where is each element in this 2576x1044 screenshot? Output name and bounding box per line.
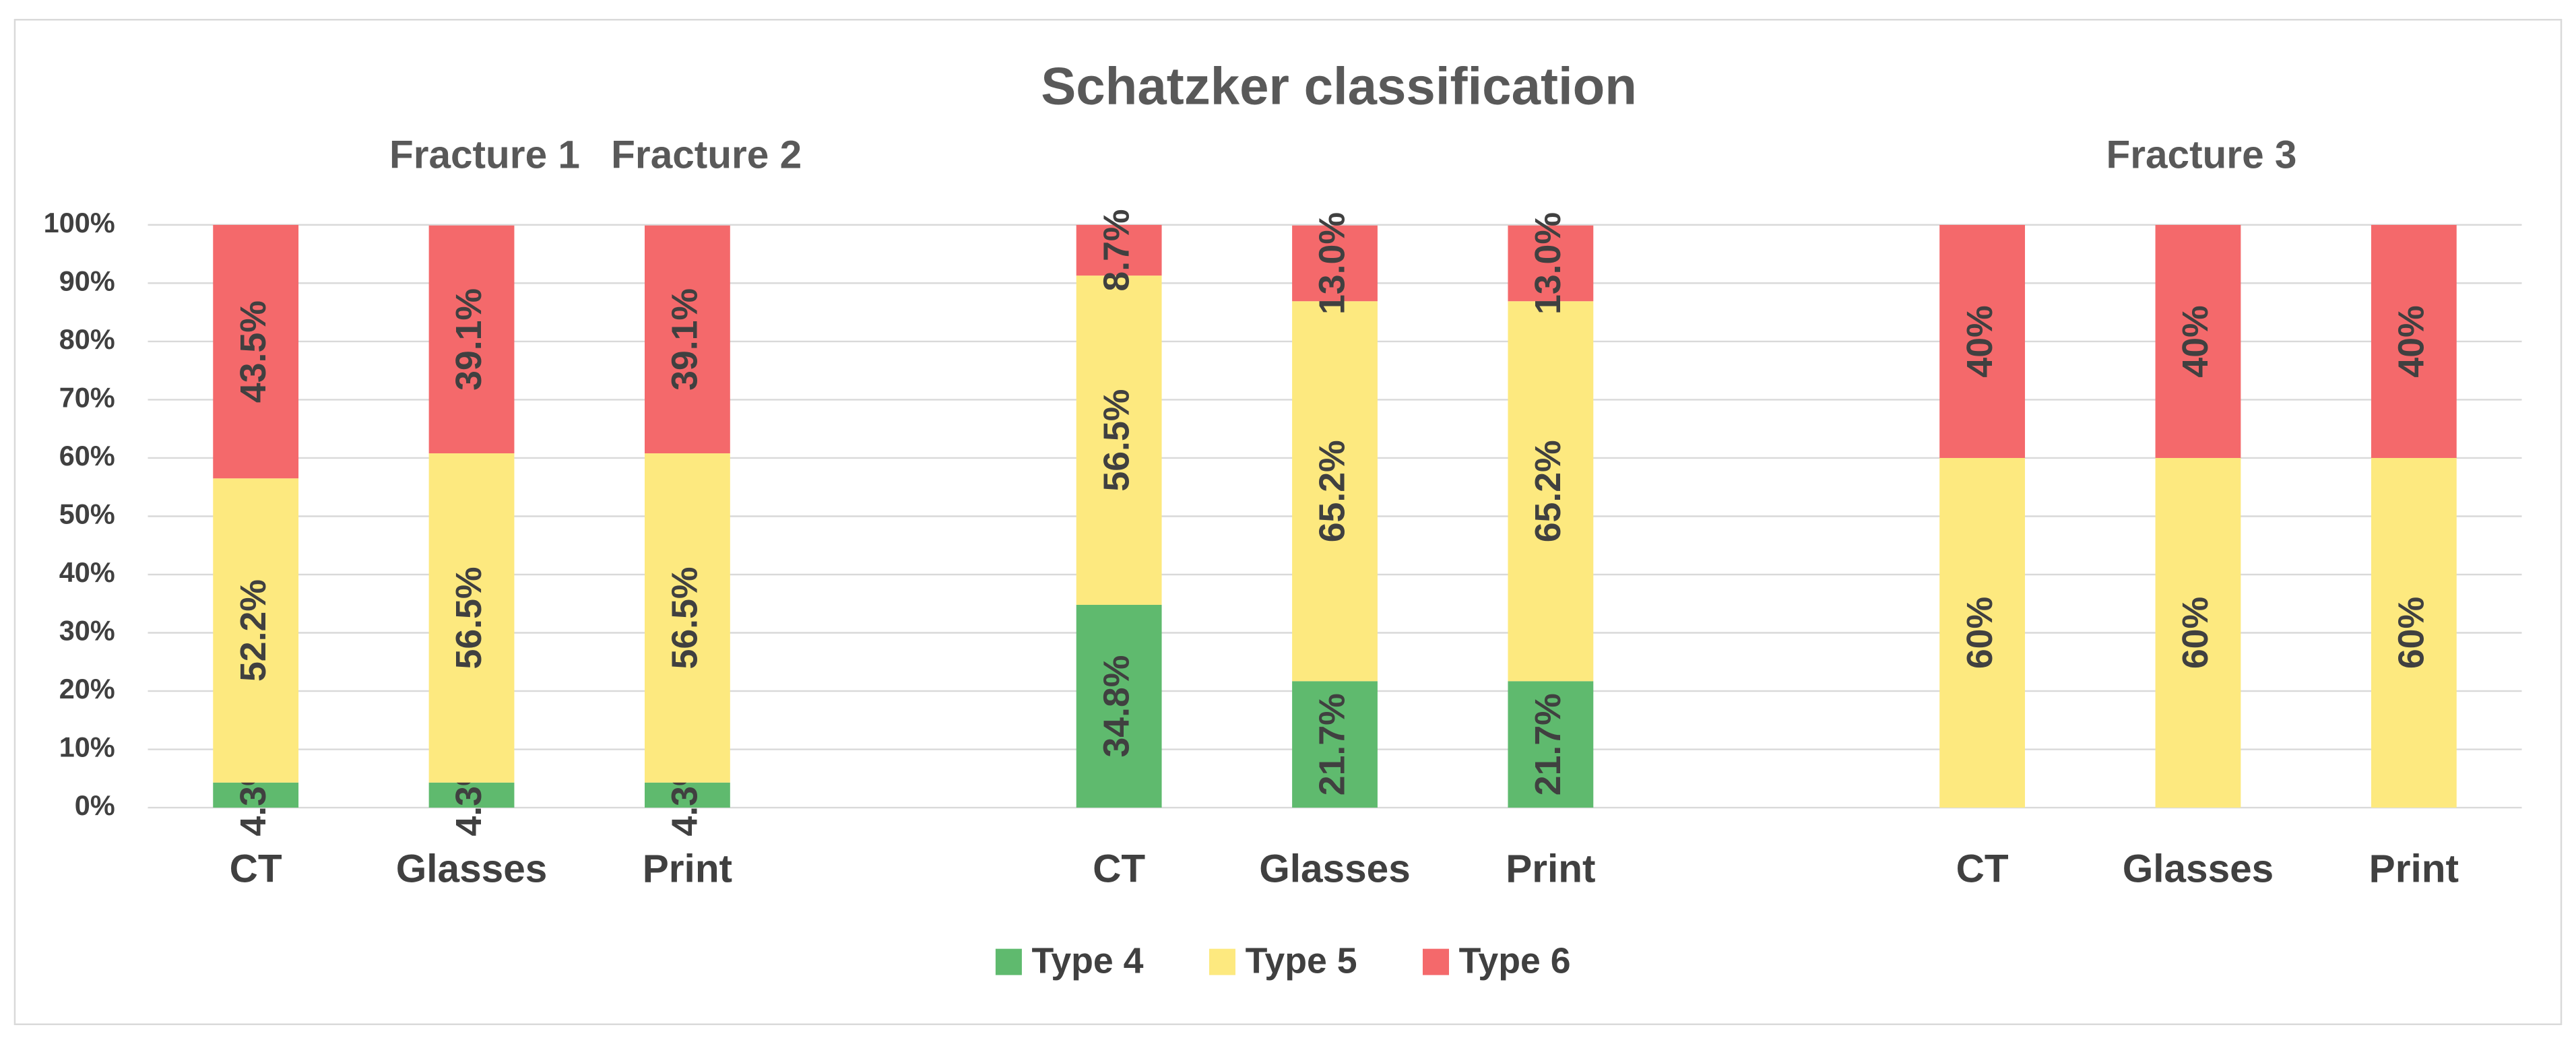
bar-segment [213, 478, 299, 783]
y-tick-label: 30% [59, 614, 115, 646]
data-label: 40% [2175, 305, 2216, 377]
bar-segment [1292, 225, 1378, 302]
data-label: 13.0% [1528, 212, 1568, 315]
data-label: 56.5% [1096, 389, 1136, 492]
data-label: 60% [2391, 597, 2431, 669]
bar-segment [1076, 604, 1162, 808]
data-label: 56.5% [449, 566, 489, 669]
bar-segment [1508, 301, 1594, 682]
bar-segment [1076, 224, 1162, 276]
x-tick-label: CT [1093, 847, 1145, 891]
bar-segment [428, 782, 515, 808]
y-tick-label: 80% [59, 323, 115, 355]
y-tick-label: 90% [59, 265, 115, 296]
data-label: 34.8% [1096, 655, 1136, 758]
bar-segment [428, 453, 515, 783]
x-tick-label: Print [643, 847, 732, 891]
bar-segment [644, 782, 730, 808]
x-tick-label: Glasses [2123, 847, 2274, 891]
bar-segment [2155, 457, 2241, 808]
y-tick-label: 10% [59, 731, 115, 763]
bar-segment [2371, 224, 2457, 458]
data-label: 21.7% [1312, 693, 1353, 795]
bar-segment [1508, 681, 1594, 808]
bar-segment [644, 225, 730, 454]
legend-swatch [995, 948, 1022, 975]
legend-label: Type 4 [1032, 941, 1144, 981]
y-tick-label: 0% [75, 789, 115, 821]
data-label: 60% [2175, 597, 2216, 669]
chart-title: Schatzker classification [1041, 57, 1637, 116]
x-tick-label: CT [1956, 847, 2009, 891]
x-tick-label: Glasses [396, 847, 548, 891]
bar-segment [1508, 225, 1594, 302]
data-label: 40% [2391, 305, 2431, 377]
legend-label: Type 5 [1246, 941, 1357, 981]
group-label: Fracture 2 [611, 133, 802, 176]
x-tick-label: Print [1506, 847, 1595, 891]
bar-segment [1939, 224, 2026, 458]
bar-segment [1076, 275, 1162, 605]
data-label: 52.2% [233, 579, 273, 682]
x-tick-label: Print [2369, 847, 2459, 891]
bar-segment [2371, 457, 2457, 808]
legend-label: Type 6 [1459, 941, 1571, 981]
bar-segment [1939, 457, 2026, 808]
data-label: 8.7% [1096, 209, 1136, 291]
data-label: 43.5% [233, 300, 273, 403]
bar-segment [644, 453, 730, 783]
data-label: 39.1% [665, 288, 705, 391]
y-tick-label: 50% [59, 498, 115, 529]
bar-segment [428, 225, 515, 454]
bar-segment [1292, 681, 1378, 808]
data-label: 60% [1960, 597, 2000, 669]
y-tick-label: 60% [59, 440, 115, 471]
data-label: 21.7% [1528, 693, 1568, 795]
legend-swatch [1422, 948, 1449, 975]
y-tick-label: 20% [59, 673, 115, 705]
data-label: 13.0% [1312, 212, 1353, 315]
y-tick-label: 40% [59, 556, 115, 588]
bar-segment [213, 782, 299, 808]
group-label: Fracture 1 [389, 133, 580, 176]
data-label: 56.5% [665, 566, 705, 669]
x-tick-label: CT [230, 847, 282, 891]
group-label: Fracture 3 [2106, 133, 2296, 176]
bar-segment [2155, 224, 2241, 458]
bar-segment [213, 224, 299, 479]
bar-segment [1292, 301, 1378, 682]
data-label: 65.2% [1528, 440, 1568, 542]
y-tick-label: 70% [59, 381, 115, 413]
legend-swatch [1209, 948, 1235, 975]
y-tick-label: 100% [44, 207, 115, 238]
x-tick-label: Glasses [1259, 847, 1411, 891]
data-label: 40% [1960, 305, 2000, 377]
data-label: 39.1% [449, 288, 489, 391]
data-label: 65.2% [1312, 440, 1353, 542]
